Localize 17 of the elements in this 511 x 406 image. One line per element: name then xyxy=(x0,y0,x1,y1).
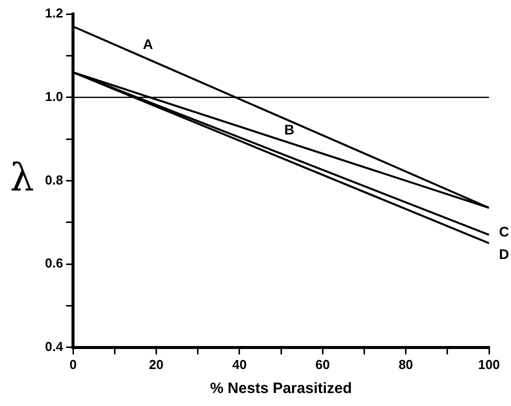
x-tick-label: 60 xyxy=(315,356,330,372)
x-tick-label: 20 xyxy=(149,356,164,372)
series-label: D xyxy=(499,246,510,262)
y-tick-label: 1.0 xyxy=(44,88,64,104)
series-label: C xyxy=(499,224,510,240)
x-tick-label: 100 xyxy=(478,356,500,372)
series-label: A xyxy=(142,36,153,52)
y-tick-label: 1.2 xyxy=(44,6,64,21)
series-label: B xyxy=(284,122,294,138)
y-tick-label: 0.8 xyxy=(44,172,64,188)
y-tick-label: 0.6 xyxy=(44,256,64,271)
y-tick-label: 0.4 xyxy=(44,338,64,354)
x-tick-label: 0 xyxy=(69,356,77,372)
x-axis-title: % Nests Parasitized xyxy=(210,380,352,398)
y-axis-title: λ xyxy=(10,156,34,200)
x-tick-label: 80 xyxy=(398,356,414,372)
x-tick-label: 40 xyxy=(232,356,247,372)
